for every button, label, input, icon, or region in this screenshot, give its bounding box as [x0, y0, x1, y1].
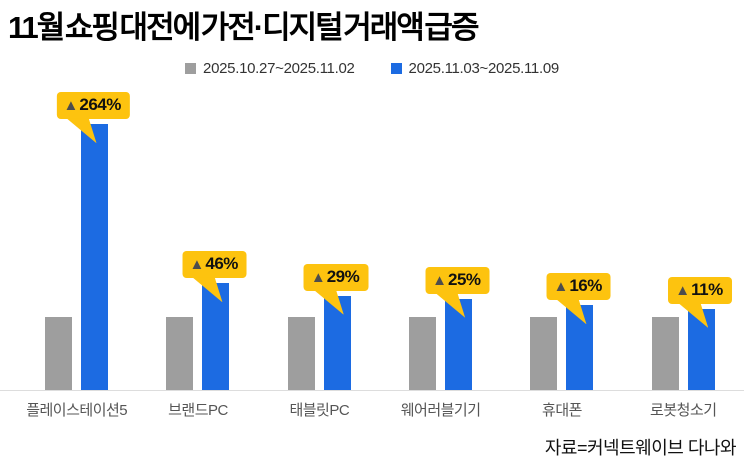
- bar-group: ▲29%: [259, 263, 380, 390]
- up-triangle-icon: ▲: [310, 268, 326, 286]
- x-axis-baseline: [0, 390, 744, 391]
- category-label: 로봇청소기: [650, 402, 717, 419]
- chart-area: ▲264% ▲46% ▲29% ▲25% ▲16% ▲11%: [16, 0, 744, 390]
- pct-increase-value: 16%: [569, 276, 602, 296]
- callout-tail: [313, 289, 344, 315]
- bar-prev-week: [409, 317, 437, 390]
- category-label: 플레이스테이션5: [26, 402, 128, 419]
- bar-group: ▲46%: [137, 251, 258, 390]
- callout-tail: [556, 299, 587, 325]
- legend-label: 2025.10.27~2025.11.02: [203, 60, 355, 77]
- blue-swatch-icon: [390, 63, 402, 74]
- bar-group: ▲11%: [623, 276, 744, 390]
- pct-increase-value: 25%: [448, 269, 481, 289]
- legend: 2025.10.27~2025.11.02 2025.11.03~2025.11…: [0, 60, 744, 77]
- pct-increase-callout: ▲29%: [303, 263, 369, 315]
- bar-group: ▲264%: [16, 92, 137, 390]
- callout-tail: [66, 118, 97, 144]
- legend-item-curr-week: 2025.11.03~2025.11.09: [390, 60, 560, 77]
- bar-curr-week: ▲25%: [425, 266, 490, 390]
- category-label: 웨어러블기기: [400, 402, 481, 419]
- up-triangle-icon: ▲: [189, 256, 205, 274]
- up-triangle-icon: ▲: [432, 271, 448, 289]
- up-triangle-icon: ▲: [553, 278, 569, 296]
- pct-increase-value: 11%: [691, 279, 723, 299]
- bar-prev-week: [166, 317, 194, 390]
- pct-increase-value: 46%: [205, 254, 238, 274]
- legend-label: 2025.11.03~2025.11.09: [408, 60, 560, 77]
- bar-groups: ▲264% ▲46% ▲29% ▲25% ▲16% ▲11%: [16, 0, 744, 390]
- bar-prev-week: [530, 317, 558, 390]
- pct-increase-callout: ▲46%: [182, 251, 247, 303]
- pct-increase-value: 29%: [326, 266, 360, 286]
- category-label: 태블릿PC: [289, 402, 350, 419]
- bar-prev-week: [651, 317, 679, 390]
- bar-prev-week: [287, 317, 315, 390]
- bar-group: ▲16%: [501, 273, 622, 390]
- legend-item-prev-week: 2025.10.27~2025.11.02: [185, 60, 355, 77]
- category-label: 휴대폰: [542, 402, 582, 419]
- callout-tail: [435, 292, 466, 318]
- source-credit: 자료=커넥트웨이브 다나와: [544, 438, 737, 458]
- pct-increase-callout: ▲16%: [546, 273, 611, 325]
- category-label: 브랜드PC: [168, 402, 228, 419]
- pct-increase-value: 264%: [79, 95, 121, 115]
- up-triangle-icon: ▲: [675, 281, 691, 299]
- up-triangle-icon: ▲: [63, 97, 79, 115]
- pct-increase-callout: ▲25%: [425, 266, 490, 318]
- callout-tail: [192, 277, 223, 303]
- chart-title: 11월 쇼핑 대전에 가전·디지털 거래액 급증: [8, 10, 479, 45]
- gray-swatch-icon: [185, 63, 197, 74]
- bar-curr-week: ▲11%: [668, 276, 732, 390]
- bar-curr-week: ▲264%: [56, 92, 130, 390]
- bar-curr-week: ▲16%: [546, 273, 611, 390]
- bar-curr-week: ▲29%: [303, 263, 369, 390]
- bar-curr-week: ▲46%: [182, 251, 247, 390]
- pct-increase-callout: ▲11%: [668, 276, 732, 328]
- pct-increase-callout: ▲264%: [56, 92, 130, 144]
- bar-group: ▲25%: [380, 266, 501, 390]
- bar-prev-week: [45, 317, 73, 390]
- category-labels: 플레이스테이션5 브랜드PC 태블릿PC 웨어러블기기 휴대폰 로봇청소기: [16, 399, 744, 420]
- callout-tail: [678, 302, 709, 328]
